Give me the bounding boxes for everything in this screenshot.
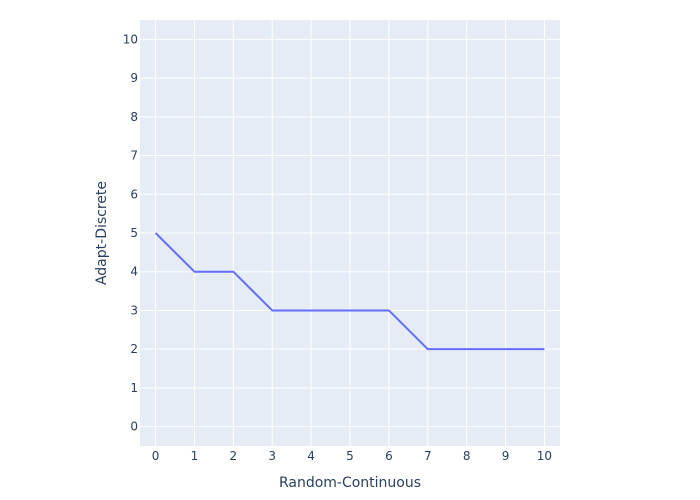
x-tick-label: 5 bbox=[346, 449, 354, 463]
x-tick-label: 4 bbox=[307, 449, 315, 463]
y-tick-label: 9 bbox=[130, 71, 138, 85]
y-tick-label: 2 bbox=[130, 342, 138, 356]
y-tick-label: 8 bbox=[130, 110, 138, 124]
y-axis-title: Adapt-Discrete bbox=[94, 181, 110, 285]
y-tick-label: 0 bbox=[130, 420, 138, 434]
x-tick-label: 3 bbox=[268, 449, 276, 463]
data-point[interactable] bbox=[150, 227, 162, 239]
data-point[interactable] bbox=[305, 304, 317, 316]
x-tick-label: 1 bbox=[191, 449, 199, 463]
x-tick-label: 7 bbox=[424, 449, 432, 463]
y-tick-label: 5 bbox=[130, 226, 138, 240]
y-tick-label: 4 bbox=[130, 265, 138, 279]
data-point[interactable] bbox=[500, 343, 512, 355]
x-tick-label: 9 bbox=[502, 449, 510, 463]
x-tick-label: 2 bbox=[230, 449, 238, 463]
y-tick-label: 1 bbox=[130, 381, 138, 395]
data-point[interactable] bbox=[188, 266, 200, 278]
data-point[interactable] bbox=[227, 266, 239, 278]
series-line[interactable] bbox=[154, 232, 545, 351]
x-axis-title: Random-Continuous bbox=[279, 475, 421, 491]
x-tick-label: 6 bbox=[385, 449, 393, 463]
x-axis-ticks: 0 1 2 3 4 5 6 7 8 9 10 bbox=[152, 449, 552, 463]
y-tick-label: 3 bbox=[130, 303, 138, 317]
data-point[interactable] bbox=[461, 343, 473, 355]
data-point[interactable] bbox=[538, 343, 550, 355]
y-tick-label: 10 bbox=[123, 32, 138, 46]
data-point[interactable] bbox=[344, 304, 356, 316]
y-axis-ticks: 0 1 2 3 4 5 6 7 8 9 10 bbox=[123, 32, 138, 433]
x-tick-label: 10 bbox=[537, 449, 552, 463]
x-tick-label: 8 bbox=[463, 449, 471, 463]
series-layer bbox=[150, 227, 550, 355]
y-tick-label: 6 bbox=[130, 187, 138, 201]
data-point[interactable] bbox=[422, 343, 434, 355]
data-point[interactable] bbox=[266, 304, 278, 316]
y-tick-label: 7 bbox=[130, 149, 138, 163]
data-point[interactable] bbox=[383, 304, 395, 316]
x-tick-label: 0 bbox=[152, 449, 160, 463]
